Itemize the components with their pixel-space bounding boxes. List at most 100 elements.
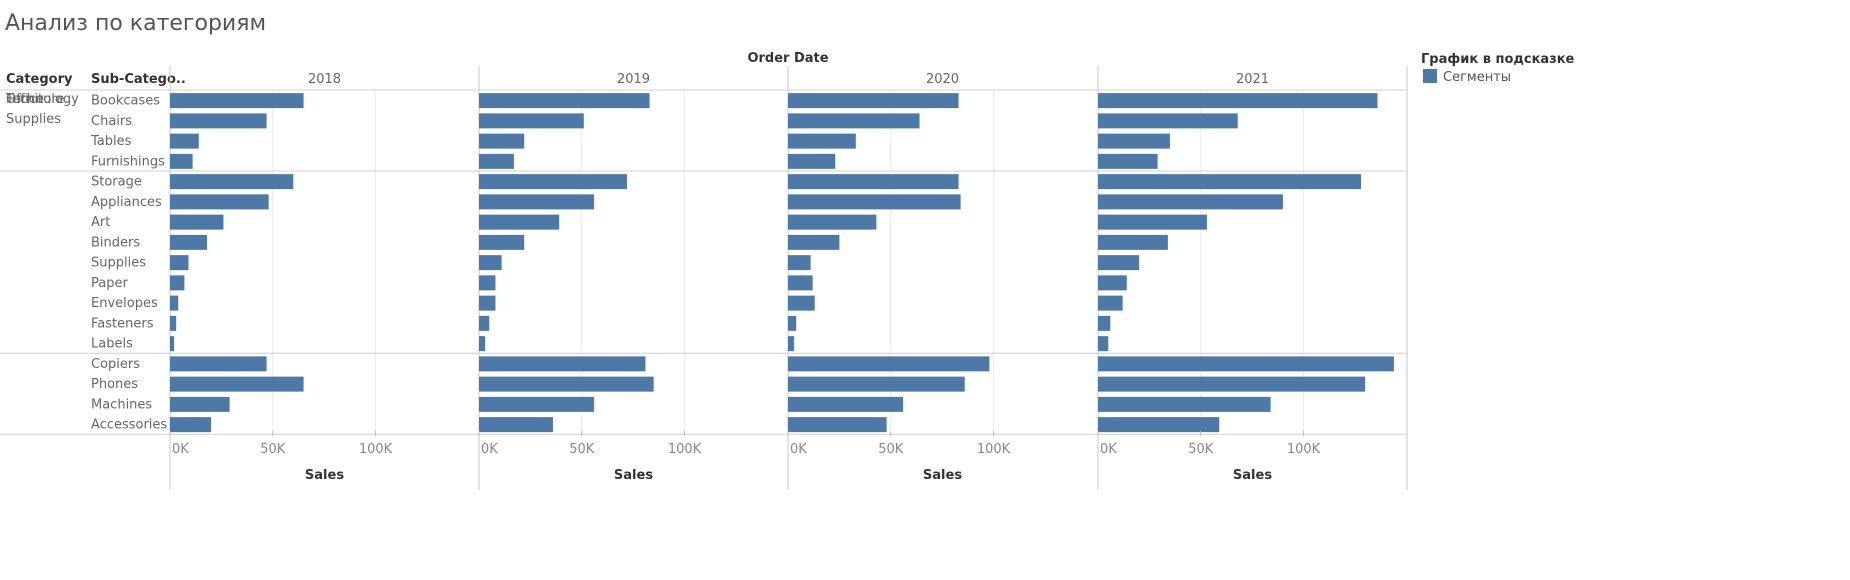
- bar: [1098, 113, 1238, 129]
- bar: [788, 93, 959, 109]
- bar: [788, 234, 840, 250]
- bar: [1098, 275, 1127, 291]
- row-header-subcategory: Sub-Catego..: [91, 72, 186, 87]
- bar: [479, 133, 525, 149]
- tick-label: 0K: [172, 442, 189, 457]
- bar: [479, 93, 650, 109]
- bar: [788, 376, 965, 392]
- bar: [479, 113, 584, 129]
- tick-label: 100K: [977, 442, 1011, 457]
- bar: [1098, 336, 1109, 352]
- bar: [170, 336, 175, 352]
- subcategory-label: Supplies: [91, 256, 146, 271]
- bar: [1098, 396, 1271, 412]
- bar: [1098, 417, 1220, 433]
- row-labels: 2018 2019 2020 2021 Furniture Bookcases Chairs…: [5, 72, 1269, 433]
- bar: [788, 295, 815, 311]
- bar: [170, 234, 207, 250]
- legend: График в подсказке Сегменты: [1421, 52, 1575, 85]
- bar: [479, 153, 514, 169]
- year-header: 2020: [926, 72, 959, 87]
- bar: [1098, 376, 1366, 392]
- bars: [170, 93, 1394, 433]
- bar: [170, 153, 193, 169]
- bar: [1098, 234, 1168, 250]
- tick-label: 50K: [878, 442, 904, 457]
- subcategory-label: Tables: [90, 134, 132, 149]
- bar: [788, 275, 813, 291]
- bar: [479, 275, 496, 291]
- legend-swatch: [1423, 69, 1437, 83]
- tick-label: 50K: [260, 442, 286, 457]
- bar: [170, 396, 230, 412]
- bar: [479, 315, 490, 331]
- bar: [479, 234, 525, 250]
- bar: [788, 153, 836, 169]
- bar: [170, 113, 267, 129]
- bar: [170, 133, 199, 149]
- subcategory-label: Appliances: [91, 195, 162, 210]
- bar: [1098, 295, 1123, 311]
- subcategory-label: Furnishings: [91, 154, 165, 169]
- legend-title: График в подсказке: [1421, 52, 1575, 67]
- tick-label: 100K: [668, 442, 702, 457]
- x-axis-title: Sales: [305, 468, 344, 483]
- bar: [479, 417, 553, 433]
- bar: [1098, 255, 1140, 271]
- bar: [788, 417, 887, 433]
- bar: [788, 174, 959, 190]
- subcategory-label: Paper: [91, 276, 128, 291]
- bar: [788, 315, 797, 331]
- grid: [0, 66, 1408, 490]
- bar: [479, 174, 627, 190]
- tick-label: 100K: [359, 442, 393, 457]
- bar: [170, 194, 269, 210]
- subcategory-label: Phones: [91, 377, 138, 392]
- subcategory-label: Machines: [91, 397, 152, 412]
- subcategory-label: Copiers: [91, 357, 140, 372]
- bar: [170, 295, 179, 311]
- bar: [1098, 133, 1170, 149]
- tick-label: 100K: [1287, 442, 1321, 457]
- bar: [1098, 153, 1158, 169]
- subcategory-label: Art: [91, 215, 110, 230]
- bar: [788, 194, 961, 210]
- x-axis-title: Sales: [614, 468, 653, 483]
- bar: [479, 356, 646, 372]
- bar: [170, 275, 185, 291]
- subcategory-label: Fasteners: [91, 316, 154, 331]
- subcategory-label: Bookcases: [91, 94, 160, 109]
- bar: [1098, 315, 1111, 331]
- category-label: Technology: [5, 92, 79, 107]
- bar: [479, 295, 496, 311]
- bar: [479, 396, 595, 412]
- subcategory-label: Envelopes: [91, 296, 158, 311]
- subcategory-label: Chairs: [91, 114, 132, 129]
- subcategory-label: Storage: [91, 175, 142, 190]
- bar: [788, 214, 877, 230]
- category-label: Supplies: [6, 112, 61, 127]
- bar: [479, 255, 502, 271]
- axes: 0K 50K 100K Sales 0K 50K 100K Sales 0K 50K 100K Sal…: [169, 431, 1321, 483]
- year-header: 2019: [617, 72, 650, 87]
- bar: [788, 336, 795, 352]
- bar: [788, 113, 920, 129]
- bar: [479, 194, 595, 210]
- category-label: Furniture: [6, 92, 64, 107]
- bar: [1098, 194, 1283, 210]
- bar: [170, 417, 212, 433]
- tick-label: 50K: [1188, 442, 1214, 457]
- legend-item: Сегменты: [1443, 70, 1511, 85]
- bar: [170, 376, 304, 392]
- chart-title: Анализ по категориям: [5, 11, 266, 36]
- subcategory-label: Binders: [91, 235, 140, 250]
- subcategory-label: Accessories: [91, 418, 167, 433]
- bar: [170, 255, 189, 271]
- tick-label: 0K: [481, 442, 498, 457]
- bar: [479, 376, 654, 392]
- row-header-category: Category: [6, 72, 73, 87]
- bar: [170, 93, 304, 109]
- bar: [1098, 93, 1378, 109]
- bar: [170, 174, 294, 190]
